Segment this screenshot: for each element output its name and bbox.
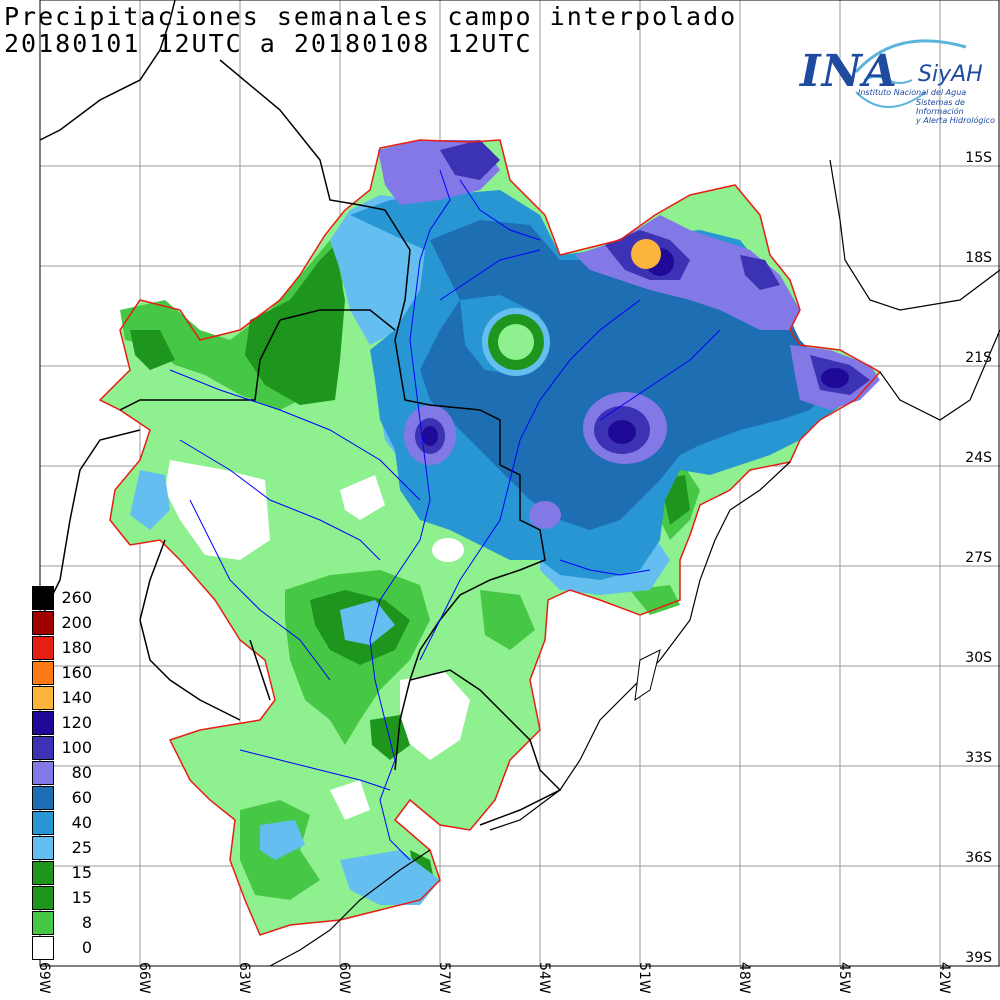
legend-label: 200 xyxy=(61,613,92,632)
lon-label: 69W xyxy=(36,962,52,994)
logo-brand: INA xyxy=(800,46,898,97)
basin-outline xyxy=(98,139,882,936)
map-frame xyxy=(39,0,1000,967)
legend-entry: 15 xyxy=(32,886,102,911)
legend-label: 180 xyxy=(61,638,92,657)
legend-swatch xyxy=(32,936,54,960)
lon-label: 45W xyxy=(836,962,852,994)
lat-label: 18S xyxy=(965,250,992,266)
legend-entry: 180 xyxy=(32,636,102,661)
legend-entry: 0 xyxy=(32,936,102,961)
lon-label: 48W xyxy=(736,962,752,994)
legend-swatch xyxy=(32,736,54,760)
legend-label: 140 xyxy=(61,688,92,707)
legend-label: 15 xyxy=(71,888,92,907)
legend-entry: 40 xyxy=(32,811,102,836)
lat-label: 33S xyxy=(965,750,992,766)
lat-label: 15S xyxy=(965,150,992,166)
lat-label: 21S xyxy=(965,350,992,366)
lat-label: 39S xyxy=(965,950,992,966)
legend-swatch xyxy=(32,911,54,935)
lon-label: 66W xyxy=(136,962,152,994)
precip-indigo xyxy=(422,248,849,446)
legend-entry: 15 xyxy=(32,861,102,886)
legend-swatch xyxy=(32,661,54,685)
logo-system-full: Sistemas de Información y Alerta Hidroló… xyxy=(916,98,996,125)
legend-entry: 160 xyxy=(32,661,102,686)
legend-label: 25 xyxy=(71,838,92,857)
legend-label: 40 xyxy=(71,813,92,832)
lat-label: 36S xyxy=(965,850,992,866)
lon-label: 63W xyxy=(236,962,252,994)
map-title: Precipitaciones semanales campo interpol… xyxy=(4,2,738,31)
legend-entry: 260 xyxy=(32,586,102,611)
legend-swatch xyxy=(32,786,54,810)
coastlines xyxy=(269,159,1000,967)
legend-label: 0 xyxy=(81,938,92,957)
ina-siyah-logo: INA SiyAH Instituto Nacional del Agua Si… xyxy=(796,32,996,132)
lakes xyxy=(634,649,661,702)
legend-label: 8 xyxy=(81,913,92,932)
legend-swatch xyxy=(32,761,54,785)
legend-entry: 8 xyxy=(32,911,102,936)
legend-swatch xyxy=(32,586,54,610)
logo-system-full-1: Sistemas de Información xyxy=(916,98,965,116)
legend-swatch xyxy=(32,711,54,735)
lat-label: 24S xyxy=(965,450,992,466)
legend-entry: 120 xyxy=(32,711,102,736)
lon-label: 51W xyxy=(636,962,652,994)
legend-label: 60 xyxy=(71,788,92,807)
legend-swatch xyxy=(32,861,54,885)
legend-entry: 200 xyxy=(32,611,102,636)
rivers xyxy=(169,169,721,861)
lon-label: 54W xyxy=(536,962,552,994)
legend-swatch xyxy=(32,611,54,635)
legend-swatch xyxy=(32,836,54,860)
lon-label: 60W xyxy=(336,962,352,994)
lat-label: 30S xyxy=(965,650,992,666)
lon-label: 42W xyxy=(936,962,952,994)
logo-institute: Instituto Nacional del Agua xyxy=(858,88,967,97)
lon-label: 57W xyxy=(436,962,452,994)
legend-label: 100 xyxy=(61,738,92,757)
green-ring xyxy=(482,308,550,376)
logo-swoosh xyxy=(854,39,967,108)
logo-system-full-2: y Alerta Hidrológico xyxy=(916,116,995,125)
legend-swatch xyxy=(32,811,54,835)
legend-entry: 100 xyxy=(32,736,102,761)
precip-max-cell xyxy=(631,239,661,269)
legend-entry: 80 xyxy=(32,761,102,786)
legend-label: 80 xyxy=(71,763,92,782)
legend-entry: 25 xyxy=(32,836,102,861)
country-borders xyxy=(39,0,562,826)
legend-label: 260 xyxy=(61,588,92,607)
legend-label: 15 xyxy=(71,863,92,882)
legend-swatch xyxy=(32,686,54,710)
legend-entry: 140 xyxy=(32,686,102,711)
legend-swatch xyxy=(32,886,54,910)
legend-entry: 60 xyxy=(32,786,102,811)
precip-legend: 260 200 180 160 140 120 100 80 60 40 25 15 15 8 0 xyxy=(32,586,102,961)
legend-label: 120 xyxy=(61,713,92,732)
map-period: 20180101 12UTC a 20180108 12UTC xyxy=(4,29,533,58)
legend-label: 160 xyxy=(61,663,92,682)
logo-system: SiyAH xyxy=(918,62,983,87)
zero-precip-areas xyxy=(165,460,470,820)
lat-label: 27S xyxy=(965,550,992,566)
legend-swatch xyxy=(32,636,54,660)
